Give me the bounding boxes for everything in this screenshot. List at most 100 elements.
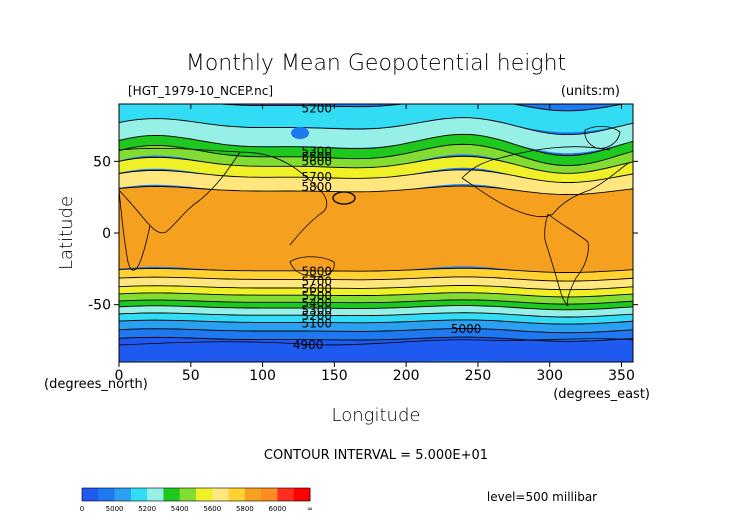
- colorbar-label-4: 5600: [203, 505, 221, 513]
- colorbar-swatch-0: [82, 488, 99, 501]
- x-tick-label-7: 350: [608, 368, 635, 384]
- high-contour-loop: [332, 191, 356, 205]
- coast-north-america: [461, 146, 631, 218]
- colorbar-swatch-7: [196, 488, 213, 501]
- y-tick-label-1: 0: [102, 226, 111, 242]
- colorbar-swatch-1: [98, 488, 115, 501]
- colorbar-label-0: 0: [80, 505, 84, 513]
- band-2: [119, 134, 633, 166]
- contour-label-12: 5200: [302, 309, 333, 323]
- band-16: [119, 337, 633, 362]
- colorbar-swatch-3: [130, 488, 148, 501]
- coast-south-america: [544, 213, 589, 307]
- colorbar-swatch-13: [293, 488, 311, 501]
- contour-12: [119, 305, 633, 311]
- contour-4: [119, 155, 633, 174]
- colorbar-swatch-12: [277, 488, 295, 501]
- coast-australia: [289, 256, 335, 277]
- y-tick-label-0: -50: [88, 298, 111, 314]
- contour-label-9: 5500: [302, 289, 333, 303]
- contour-9: [119, 285, 633, 291]
- band-3: [119, 144, 633, 176]
- band-0: [119, 104, 633, 133]
- y-tick-label-2: 50: [93, 154, 111, 170]
- x-tick-label-0: 0: [115, 368, 124, 384]
- contour-lines: [119, 104, 633, 342]
- coast-africa: [119, 189, 151, 271]
- colorbar-swatch-6: [179, 488, 197, 501]
- y-units-label: (degrees_north): [44, 377, 148, 392]
- contour-label-11: 5300: [302, 303, 333, 317]
- colorbar-swatch-2: [114, 488, 132, 501]
- y-axis-label: Latitude: [56, 196, 77, 270]
- contour-label-2: 5500: [302, 150, 333, 164]
- colorbar-label-3: 5400: [171, 505, 189, 513]
- contour-label-4: 5700: [302, 170, 333, 184]
- colorbar-frame: [81, 487, 311, 502]
- x-axis-ticks: 0 50 100 150 200 250 300 350: [115, 104, 635, 384]
- contour-8: [119, 276, 633, 282]
- x-tick-label-1: 50: [182, 368, 200, 384]
- contour-label-14: 5000: [451, 322, 482, 336]
- colorbar-swatch-9: [228, 488, 246, 501]
- plot-area: 5200530055005600570058005800570056005500…: [119, 101, 633, 362]
- band-6: [119, 186, 633, 275]
- x-units-label: (degrees_east): [553, 387, 650, 402]
- contour-15: [119, 328, 633, 334]
- low-center: [291, 127, 309, 139]
- coast-antarctica: [119, 338, 633, 346]
- contour-13: [119, 312, 633, 318]
- contour-11: [119, 299, 633, 305]
- contour-label-1: 5300: [302, 144, 333, 158]
- contour-label-0: 5200: [302, 101, 333, 115]
- contour-labels: 5200530055005600570058005800570056005500…: [293, 101, 482, 352]
- contour-label-6: 5800: [302, 265, 333, 279]
- contour-2: [119, 133, 633, 156]
- colorbar-label-5: 5800: [236, 505, 254, 513]
- x-tick-label-4: 200: [393, 368, 420, 384]
- contour-14: [119, 319, 633, 325]
- x-tick-label-6: 300: [536, 368, 563, 384]
- band-4: [119, 156, 633, 185]
- contour-10: [119, 292, 633, 298]
- contour-6: [119, 185, 633, 195]
- band-1: [119, 117, 633, 154]
- band-5: [119, 169, 633, 197]
- units-label: (units:m): [561, 84, 620, 99]
- colorbar-swatch-5: [163, 488, 181, 501]
- colorbar-label-1: 5000: [106, 505, 124, 513]
- x-axis-label: Longitude: [332, 405, 421, 426]
- coast-greenland: [584, 126, 621, 149]
- band-10: [119, 292, 633, 305]
- chart-title: Monthly Mean Geopotential height: [186, 51, 566, 76]
- contour-1: [119, 117, 633, 136]
- x-tick-label-2: 100: [249, 368, 276, 384]
- contour-3: [119, 143, 633, 166]
- contour-7: [119, 267, 633, 273]
- x-tick-label-3: 150: [321, 368, 348, 384]
- contour-label-10: 5400: [302, 296, 333, 310]
- file-label: [HGT_1979-10_NCEP.nc]: [128, 84, 273, 98]
- contour-label-13: 5100: [302, 316, 333, 330]
- colorbar-label-2: 5200: [138, 505, 156, 513]
- contour-5: [119, 169, 633, 183]
- colorbar-swatch-11: [261, 488, 278, 501]
- band-12: [119, 305, 633, 317]
- level-text: level=500 millibar: [487, 490, 597, 504]
- contour-label-8: 5600: [302, 282, 333, 296]
- coastlines: [119, 126, 633, 346]
- contour-label-7: 5700: [302, 275, 333, 289]
- colorbar-swatch-4: [147, 488, 164, 501]
- x-tick-label-5: 250: [465, 368, 492, 384]
- colorbar-label-6: 6000: [269, 505, 287, 513]
- coast-eurasia: [119, 147, 328, 246]
- contour-label-3: 5600: [302, 154, 333, 168]
- colorbar-swatch-10: [244, 488, 262, 501]
- contour-label-15: 4900: [293, 338, 324, 352]
- contour-0: [216, 104, 626, 112]
- colorbar-label-7: ∞: [307, 505, 313, 513]
- y-axis-ticks: -50 0 50: [88, 154, 638, 314]
- colorbar-swatch-8: [212, 488, 229, 501]
- contour-interval-text: CONTOUR INTERVAL = 5.000E+01: [264, 448, 488, 463]
